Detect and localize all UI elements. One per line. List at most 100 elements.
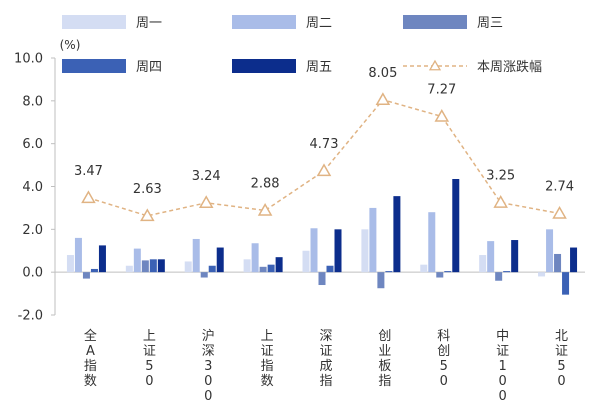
bar-周五-科创50 xyxy=(452,179,460,273)
bar-周四-创业板指 xyxy=(385,271,393,273)
bar-周二-创业板指 xyxy=(369,207,377,273)
legend-marker xyxy=(428,59,442,71)
x-tick-label: 中证1000 xyxy=(496,329,509,405)
x-tick-label: 全 A 指数 xyxy=(84,328,97,389)
weekly-change-data-label: 2.74 xyxy=(545,179,574,194)
bar-周三-全A指数 xyxy=(82,272,90,279)
bar-周一-全A指数 xyxy=(66,255,74,273)
weekly-change-marker xyxy=(81,190,96,204)
x-tick-label: 沪深 3 0 0 xyxy=(202,328,215,404)
legend-item-周三: 周三 xyxy=(403,15,503,31)
bar-周五-中证1000 xyxy=(511,240,519,273)
bar-周二-沪深300 xyxy=(192,238,200,273)
bar-周四-科创50 xyxy=(444,271,452,273)
bar-周一-北证50 xyxy=(538,272,546,277)
bar-周五-全A指数 xyxy=(98,245,106,273)
bar-周一-上证指数 xyxy=(243,259,251,273)
weekly-change-data-label: 2.88 xyxy=(251,176,280,191)
bar-周二-中证1000 xyxy=(487,241,495,273)
bar-周五-深证成指 xyxy=(334,229,342,273)
legend-label: 周三 xyxy=(477,16,503,31)
x-tick-label: 创业板指 xyxy=(378,329,391,389)
weekly-change-line xyxy=(81,92,567,222)
legend-label: 周二 xyxy=(306,16,332,31)
bar-周四-上证指数 xyxy=(267,264,275,273)
bar-周五-沪深300 xyxy=(216,247,224,273)
bar-周五-创业板指 xyxy=(393,196,401,273)
weekly-change-marker xyxy=(375,92,391,106)
legend-label: 周五 xyxy=(306,60,332,75)
bars xyxy=(66,179,578,295)
bar-周四-全A指数 xyxy=(90,268,98,273)
y-tick-label: 2.0 xyxy=(22,223,43,238)
bar-周四-沪深300 xyxy=(208,265,216,273)
legend-swatch xyxy=(403,15,467,29)
legend-item-本周涨跌幅: 本周涨跌幅 xyxy=(403,59,542,75)
legend-label: 本周涨跌幅 xyxy=(477,59,542,75)
bar-周四-上证50 xyxy=(149,259,157,273)
bar-周二-上证50 xyxy=(133,248,141,273)
weekly-change-data-label: 7.27 xyxy=(427,82,456,97)
bar-周五-北证50 xyxy=(570,247,578,273)
y-tick-label: 8.0 xyxy=(22,94,43,109)
bar-周二-全A指数 xyxy=(74,237,82,273)
x-tick-label: 科创 5 0 xyxy=(437,329,450,389)
weekly-change-data-label: 2.63 xyxy=(133,182,162,197)
weekly-change-marker xyxy=(140,208,155,222)
bar-周一-上证50 xyxy=(125,265,133,273)
weekly-change-marker xyxy=(198,195,214,209)
y-tick-label: 6.0 xyxy=(22,137,43,152)
bar-周二-北证50 xyxy=(546,229,554,273)
bar-周一-创业板指 xyxy=(361,229,369,273)
bar-周五-上证指数 xyxy=(275,257,283,273)
bar-周三-沪深300 xyxy=(200,272,208,278)
x-tick-label: 上证 5 0 xyxy=(143,329,156,389)
legend-swatch xyxy=(232,59,296,73)
weekly-change-data-label: 8.05 xyxy=(368,66,397,81)
x-tick-label: 上证指数 xyxy=(261,329,274,389)
legend-item-周一: 周一 xyxy=(62,15,162,31)
bar-周一-沪深300 xyxy=(184,261,192,273)
legend-swatch xyxy=(62,59,126,73)
weekly-change-data-label: 3.24 xyxy=(192,169,221,184)
bar-周三-科创50 xyxy=(436,272,444,278)
bar-周一-中证1000 xyxy=(479,255,487,273)
bar-周二-深证成指 xyxy=(310,228,318,273)
bar-周四-中证1000 xyxy=(503,271,511,273)
weekly-change-data-label: 3.47 xyxy=(74,164,103,179)
weekly-change-marker xyxy=(257,202,273,216)
bar-周三-创业板指 xyxy=(377,272,385,289)
x-tick-label: 深证成指 xyxy=(319,329,332,389)
weekly-change-line-path xyxy=(88,98,560,217)
y-tick-label: -2.0 xyxy=(18,309,43,324)
y-tick-label: 0.0 xyxy=(22,266,43,281)
legend-swatch xyxy=(232,15,296,29)
weekly-change-data-label: 4.73 xyxy=(310,137,339,152)
legend-item-周二: 周二 xyxy=(232,15,332,31)
legend-label: 周四 xyxy=(136,60,162,75)
y-unit-label: (%) xyxy=(60,38,81,52)
legend-label: 周一 xyxy=(136,16,162,31)
legend-item-周四: 周四 xyxy=(62,59,162,75)
y-tick-label: 10.0 xyxy=(14,52,43,67)
bar-周三-上证指数 xyxy=(259,266,267,273)
weekly-change-marker xyxy=(434,108,450,122)
bar-周二-科创50 xyxy=(428,212,436,273)
bar-周二-上证指数 xyxy=(251,243,259,273)
bar-周一-深证成指 xyxy=(302,250,310,273)
weekly-change-marker xyxy=(493,195,508,208)
y-tick-label: 4.0 xyxy=(22,180,43,195)
x-tick-label: 北证 5 0 xyxy=(555,329,568,389)
bar-周三-上证50 xyxy=(141,260,149,273)
bar-周三-中证1000 xyxy=(495,272,503,281)
bar-周一-科创50 xyxy=(420,264,428,273)
legend-item-周五: 周五 xyxy=(232,59,332,75)
weekly-change-marker xyxy=(552,205,567,219)
bar-周五-上证50 xyxy=(157,259,165,273)
bar-周三-深证成指 xyxy=(318,272,326,286)
weekly-change-marker xyxy=(316,163,332,177)
